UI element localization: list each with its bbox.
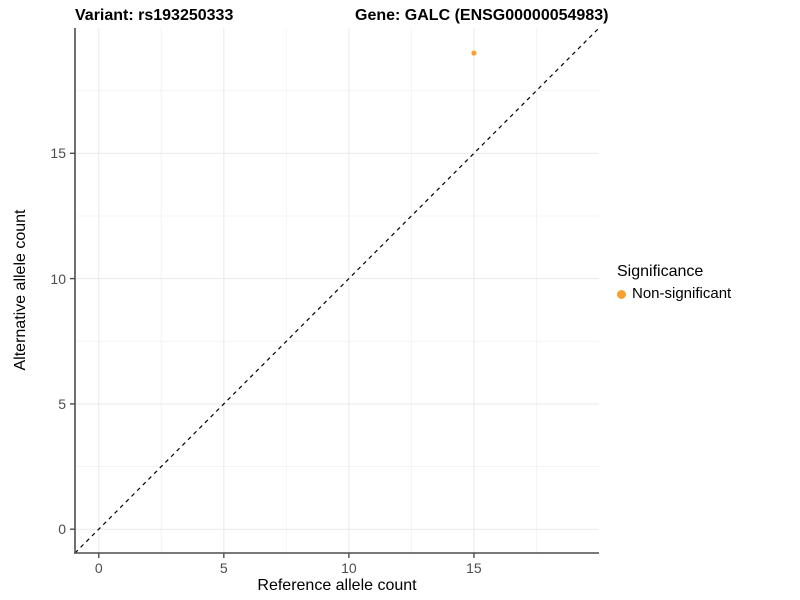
plot-title-gene: Gene: GALC (ENSG00000054983) bbox=[355, 7, 609, 24]
x-tick-label: 15 bbox=[466, 560, 482, 576]
y-tick-label: 15 bbox=[50, 145, 66, 162]
legend-item-label: Non-significant bbox=[632, 285, 732, 302]
x-tick-label: 10 bbox=[341, 560, 357, 576]
legend-point-icon bbox=[617, 289, 626, 299]
x-tick-label: 5 bbox=[219, 560, 228, 576]
plot-title-variant: Variant: rs193250333 bbox=[75, 7, 234, 24]
identity-dashed-line bbox=[74, 27, 600, 554]
legend: Significance Non-significant bbox=[617, 262, 731, 303]
y-axis-title: Alternative allele count bbox=[12, 209, 29, 371]
y-tick-label: 10 bbox=[50, 270, 66, 287]
data-point bbox=[471, 50, 477, 56]
y-tick-label: 5 bbox=[58, 395, 66, 412]
x-tick-label: 0 bbox=[94, 560, 103, 576]
legend-item-non-significant: Non-significant bbox=[617, 285, 731, 303]
legend-title: Significance bbox=[617, 263, 704, 280]
x-axis-title: Reference allele count bbox=[257, 577, 417, 594]
y-tick-label: 0 bbox=[58, 521, 66, 538]
